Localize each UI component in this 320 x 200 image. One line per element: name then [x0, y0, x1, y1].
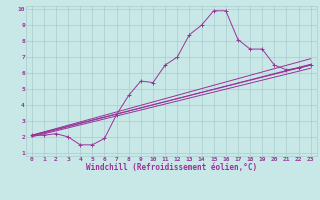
X-axis label: Windchill (Refroidissement éolien,°C): Windchill (Refroidissement éolien,°C): [86, 163, 257, 172]
